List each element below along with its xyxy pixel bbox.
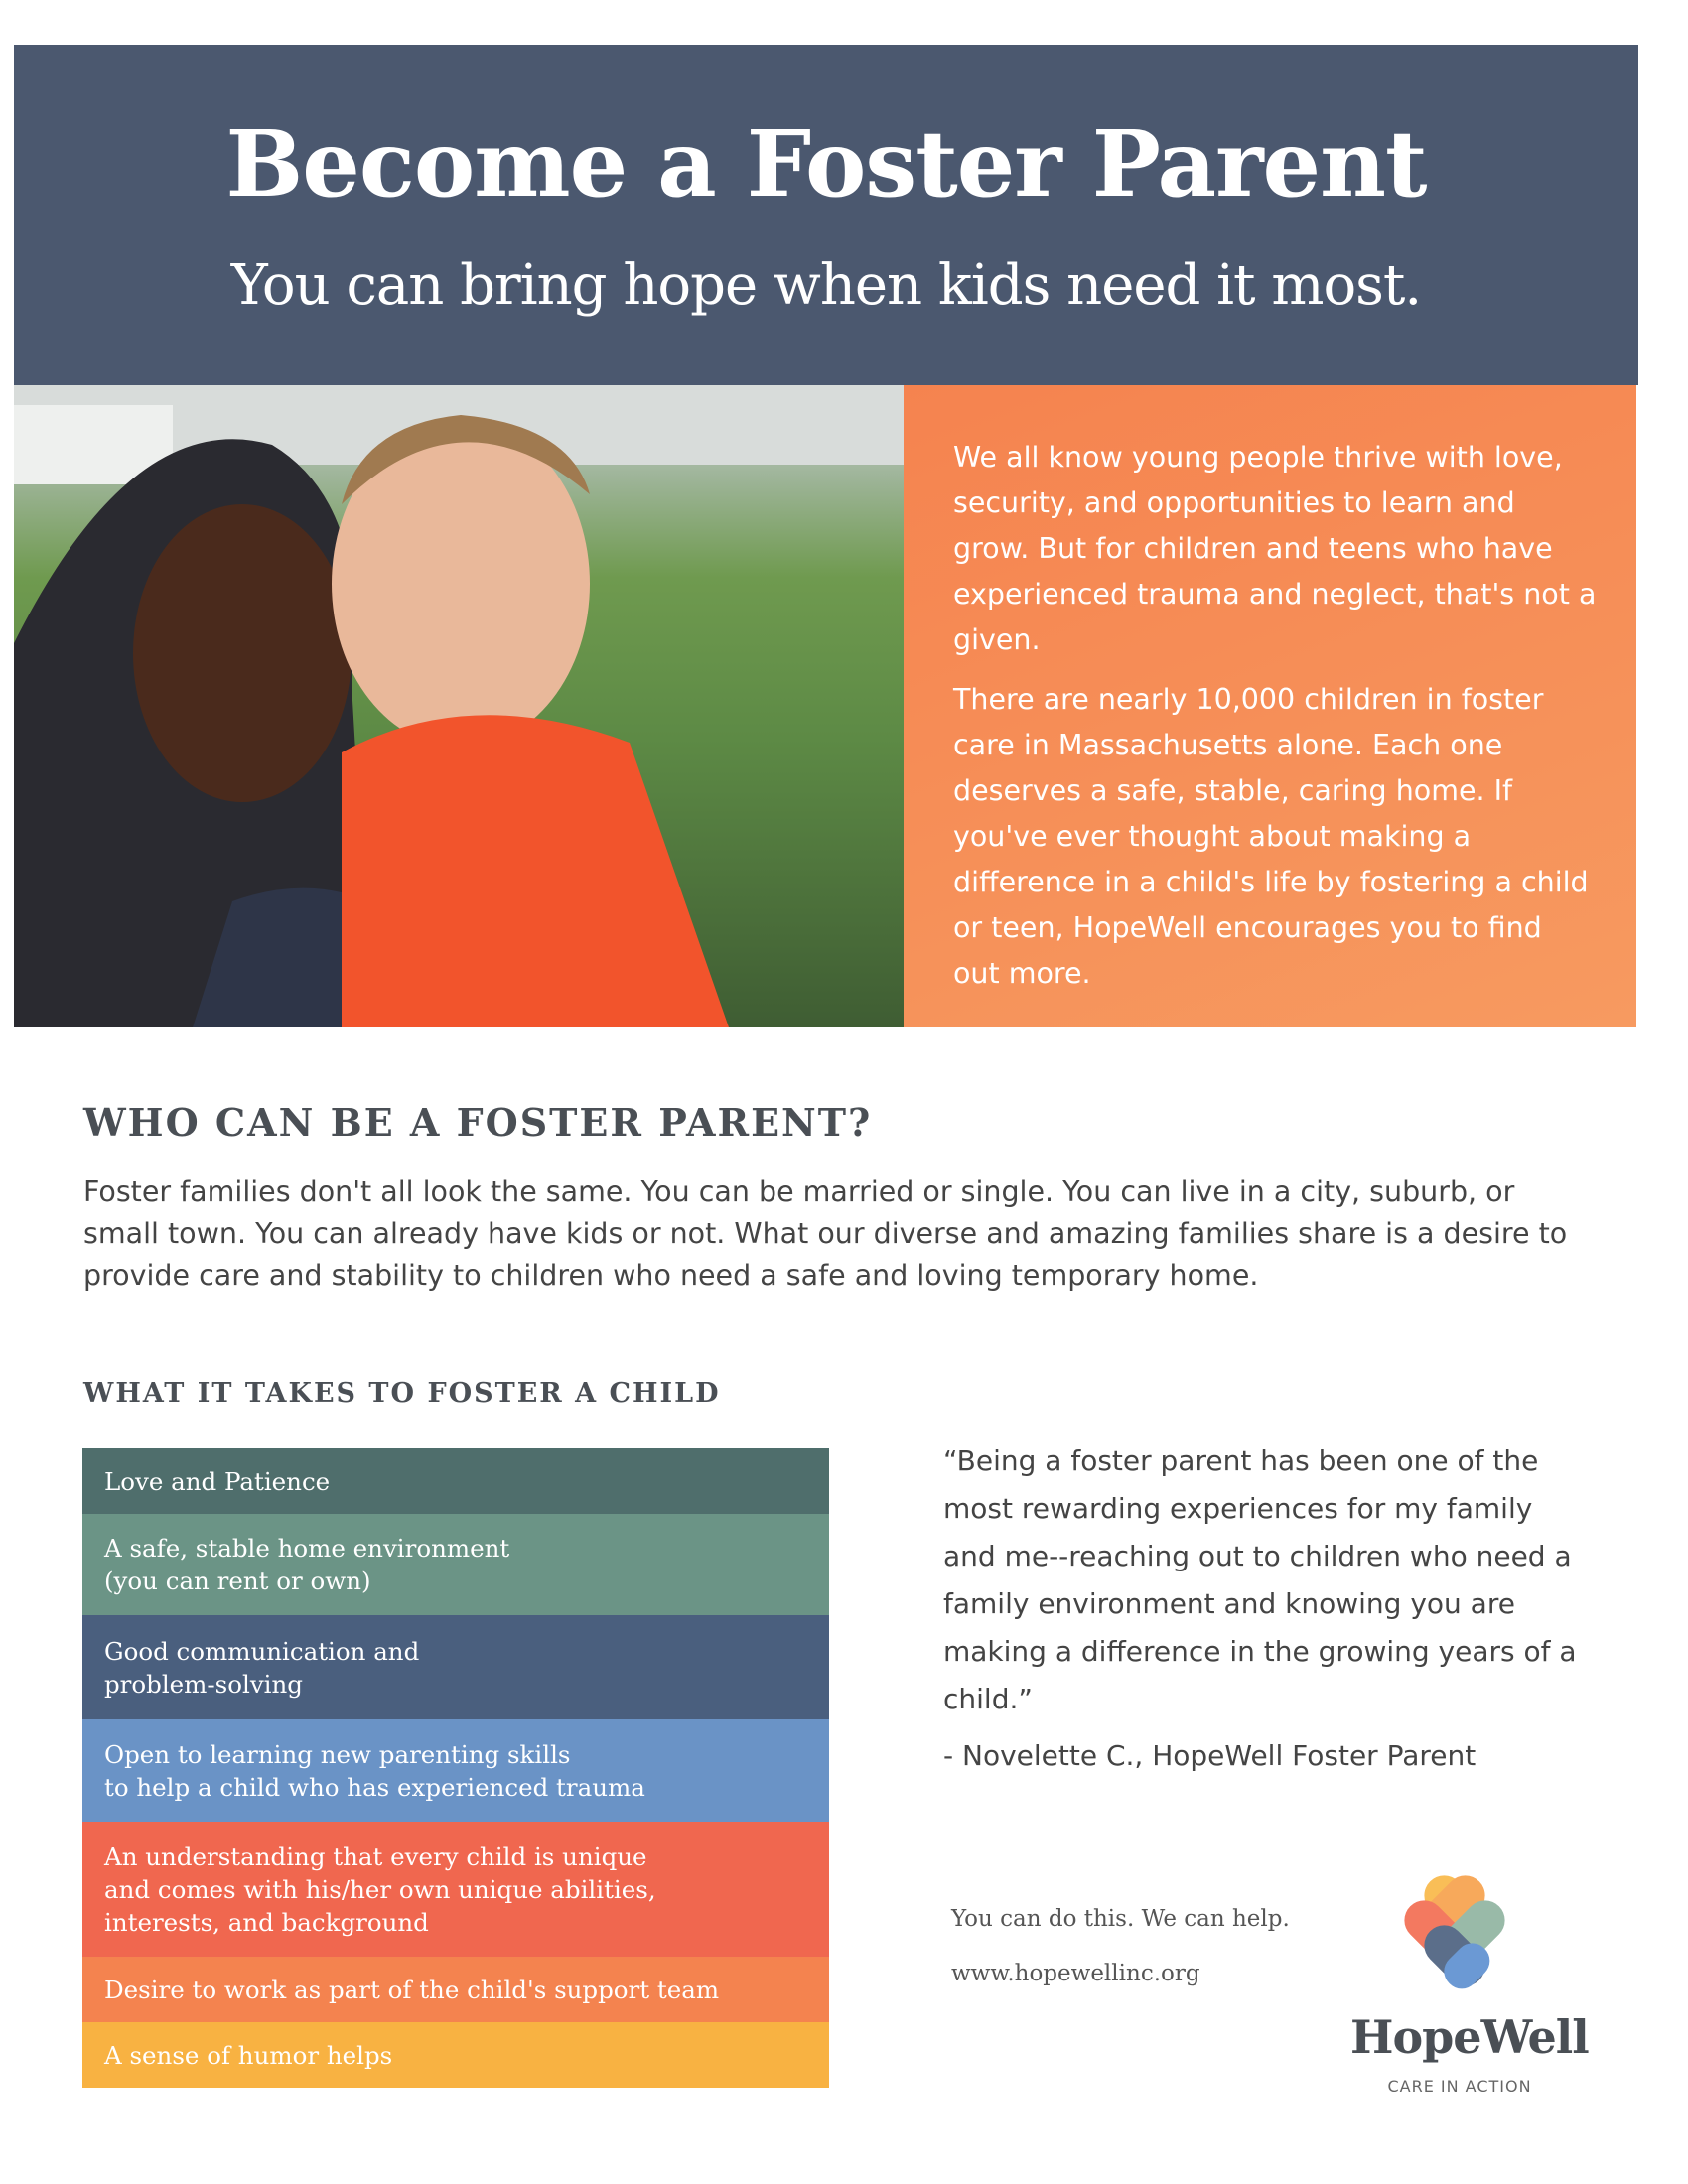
children-photo: [14, 385, 904, 1027]
header-banner: Become a Foster Parent You can bring hop…: [14, 45, 1638, 385]
takes-heading: WHAT IT TAKES TO FOSTER A CHILD: [83, 1378, 721, 1409]
who-paragraph: Foster families don't all look the same.…: [83, 1175, 1568, 1292]
list-item-label: Love and Patience: [104, 1466, 331, 1496]
intro-paragraph: There are nearly 10,000 children in fost…: [953, 683, 1589, 990]
list-item-label: Desire to work as part of the child's su…: [104, 1975, 720, 2004]
list-item: Love and Patience: [82, 1448, 829, 1514]
list-item: A sense of humor helps: [82, 2022, 829, 2088]
list-item: An understanding that every child is uni…: [82, 1822, 829, 1957]
children-photo-illustration: [14, 385, 904, 1027]
hopewell-logo-tagline: CARE IN ACTION: [1387, 2077, 1532, 2096]
testimonial-quote: “Being a foster parent has been one of t…: [943, 1444, 1577, 1715]
hopewell-logo-icon: [1404, 1875, 1505, 1989]
requirements-list: Love and Patience A safe, stable home en…: [82, 1448, 829, 2088]
page-title: Become a Foster Parent: [225, 110, 1428, 217]
list-item-label: Good communication and problem-solving: [104, 1636, 420, 1699]
list-item-label: A sense of humor helps: [104, 2040, 393, 2070]
who-heading: WHO CAN BE A FOSTER PARENT?: [83, 1100, 873, 1145]
list-item: Desire to work as part of the child's su…: [82, 1957, 829, 2022]
intro-paragraph: We all know young people thrive with lov…: [953, 441, 1597, 656]
list-item: A safe, stable home environment (you can…: [82, 1514, 829, 1615]
footer-tagline: You can do this. We can help.: [951, 1906, 1290, 1932]
list-item: Open to learning new parenting skills to…: [82, 1719, 829, 1822]
page-subtitle: You can bring hope when kids need it mos…: [230, 253, 1422, 318]
list-item-label: Open to learning new parenting skills to…: [104, 1739, 645, 1802]
testimonial-attribution: - Novelette C., HopeWell Foster Parent: [943, 1739, 1477, 1772]
hopewell-logo-text: HopeWell: [1350, 2010, 1590, 2064]
website-link[interactable]: www.hopewellinc.org: [951, 1961, 1200, 1986]
intro-panel: We all know young people thrive with lov…: [904, 385, 1636, 1027]
list-item-label: An understanding that every child is uni…: [104, 1842, 656, 1937]
list-item: Good communication and problem-solving: [82, 1615, 829, 1719]
list-item-label: A safe, stable home environment (you can…: [104, 1534, 510, 1595]
